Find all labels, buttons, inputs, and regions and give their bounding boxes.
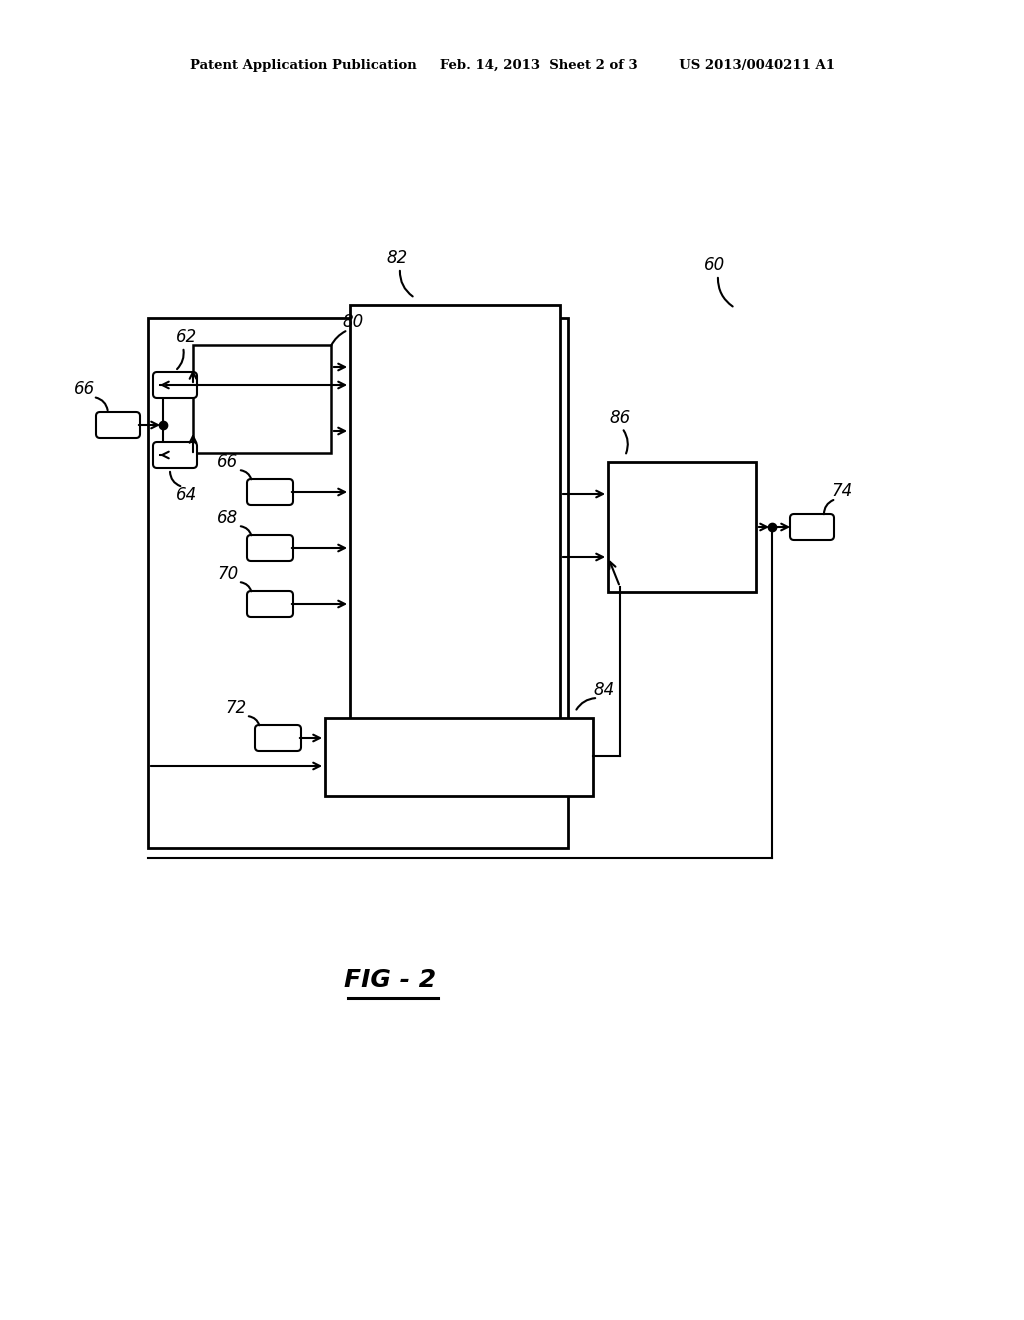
FancyBboxPatch shape — [247, 479, 293, 506]
Text: FIG - 2: FIG - 2 — [344, 968, 436, 993]
Bar — [193, 345, 331, 453]
FancyBboxPatch shape — [790, 513, 834, 540]
FancyBboxPatch shape — [153, 372, 197, 399]
Text: 66: 66 — [217, 453, 239, 471]
Text: 62: 62 — [176, 327, 198, 346]
FancyBboxPatch shape — [153, 442, 197, 469]
Text: 84: 84 — [593, 681, 614, 700]
FancyBboxPatch shape — [247, 535, 293, 561]
Bar — [608, 462, 756, 591]
Text: 82: 82 — [386, 249, 408, 267]
Text: 80: 80 — [342, 313, 364, 331]
Bar — [148, 318, 568, 847]
FancyBboxPatch shape — [247, 591, 293, 616]
Text: 60: 60 — [705, 256, 726, 275]
Text: 86: 86 — [609, 409, 631, 426]
Text: 72: 72 — [225, 700, 247, 717]
Text: 74: 74 — [831, 482, 853, 500]
Text: 70: 70 — [217, 565, 239, 583]
Bar — [325, 718, 593, 796]
Text: 64: 64 — [176, 486, 198, 504]
Text: 68: 68 — [217, 510, 239, 527]
Text: Patent Application Publication     Feb. 14, 2013  Sheet 2 of 3         US 2013/0: Patent Application Publication Feb. 14, … — [189, 58, 835, 71]
Bar — [350, 305, 560, 795]
FancyBboxPatch shape — [96, 412, 140, 438]
FancyBboxPatch shape — [255, 725, 301, 751]
Text: 66: 66 — [75, 380, 95, 399]
